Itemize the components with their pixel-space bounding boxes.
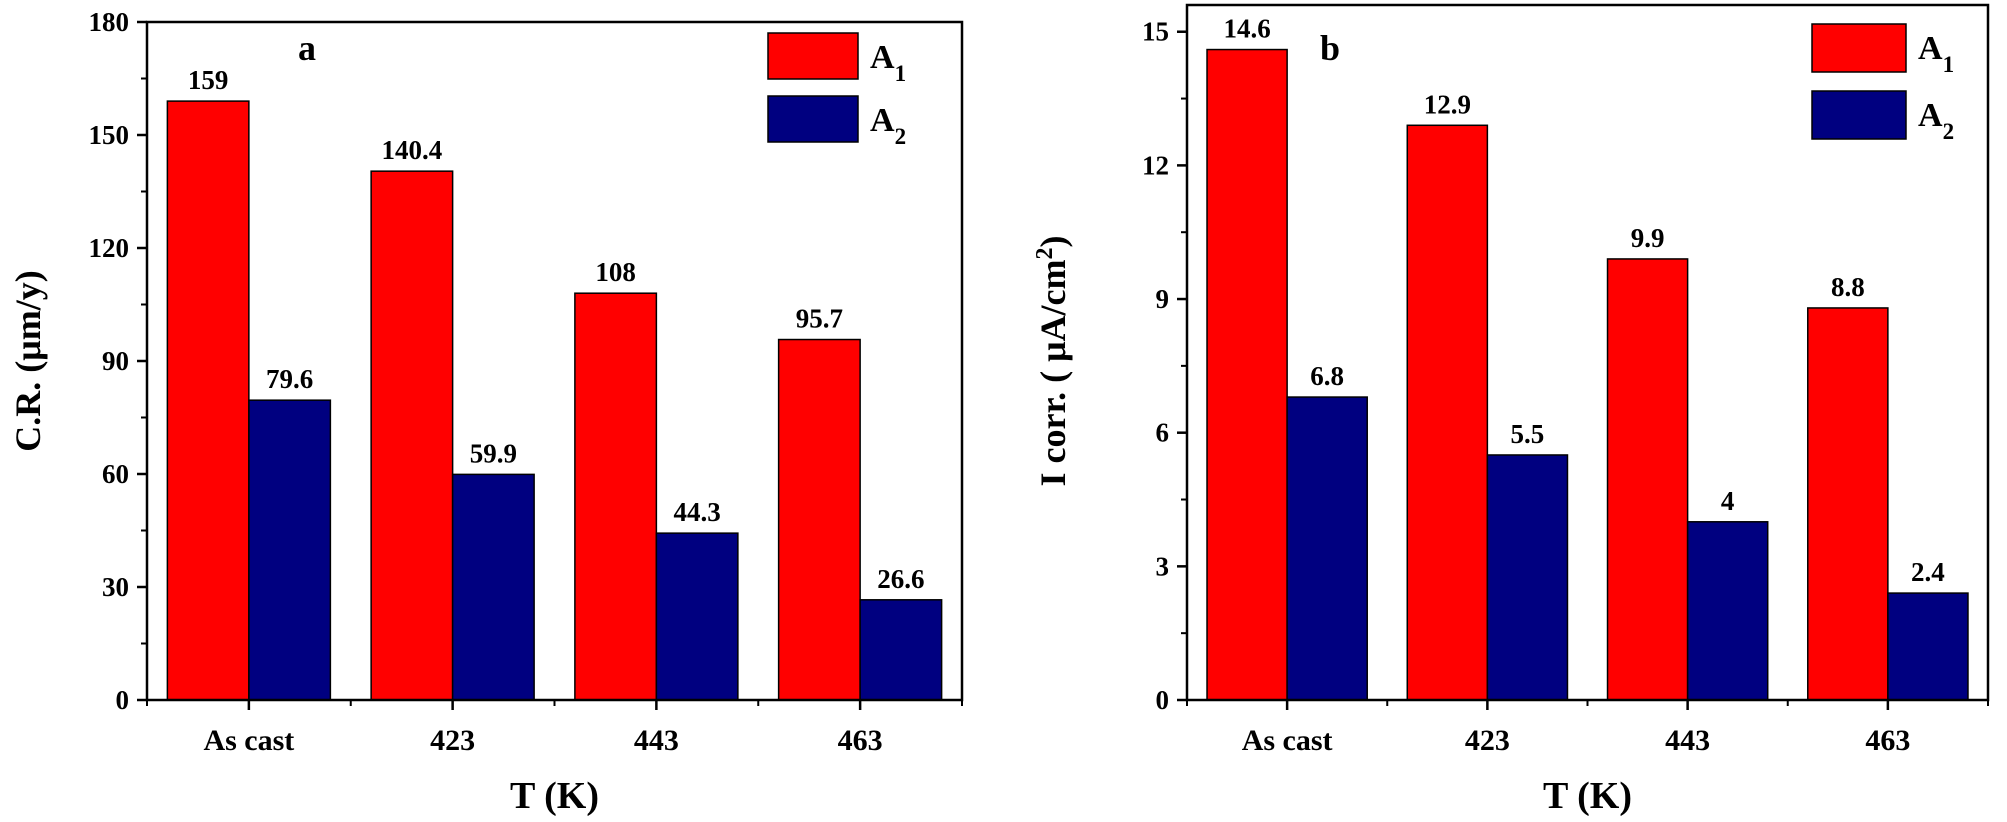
- x-tick-label-a-2: 443: [634, 724, 679, 757]
- data-label-a-s2-1: 59.9: [470, 438, 517, 468]
- bar-b-s1-3: [1807, 307, 1889, 701]
- bar-b-s1-0: [1206, 48, 1288, 701]
- bar-a-s2-1: [451, 473, 535, 701]
- y-tick-label-b-15: 15: [1142, 17, 1169, 47]
- chart-panel-a: 159 140.4 108 95.7 79.6 59.9 44.3 26.6 0 30 60 90 12…: [8, 7, 964, 817]
- legend-label-a-s2: A2: [870, 102, 906, 149]
- legend-label-b-s1: A1: [1918, 30, 1954, 77]
- data-label-a-s1-2: 108: [595, 257, 636, 287]
- data-label-b-s1-2: 9.9: [1631, 223, 1665, 253]
- bar-a-s1-2: [574, 292, 658, 701]
- chart-panel-b: 14.6 12.9 9.9 8.8 6.8 5.5 4 2.4 0 3 6 9 12 15 As cast 4…: [1032, 3, 1990, 817]
- x-tick-label-b-0: As cast: [1242, 724, 1333, 757]
- y-tick-label-a-0: 0: [116, 685, 130, 715]
- data-label-a-s2-2: 44.3: [674, 497, 721, 527]
- data-label-b-s1-3: 8.8: [1831, 272, 1865, 302]
- legend-swatch-a-s1: [767, 32, 859, 80]
- y-tick-label-a-30: 30: [102, 572, 129, 602]
- data-label-b-s2-3: 2.4: [1911, 557, 1945, 587]
- bar-b-s2-2: [1686, 521, 1769, 701]
- x-tick-label-a-1: 423: [430, 724, 475, 757]
- bar-a-s1-0: [166, 100, 250, 701]
- y-tick-label-a-120: 120: [89, 233, 130, 263]
- data-label-a-s1-1: 140.4: [382, 135, 443, 165]
- data-label-b-s1-1: 12.9: [1424, 89, 1471, 119]
- data-label-b-s1-0: 14.6: [1223, 14, 1270, 44]
- y-tick-label-a-180: 180: [89, 7, 130, 37]
- data-label-a-s2-0: 79.6: [266, 364, 313, 394]
- data-label-a-s2-3: 26.6: [877, 564, 924, 594]
- y-tick-label-a-60: 60: [102, 459, 129, 489]
- x-tick-label-b-1: 423: [1465, 724, 1510, 757]
- y-tick-label-b-0: 0: [1156, 685, 1170, 715]
- y-tick-label-b-6: 6: [1156, 418, 1170, 448]
- data-label-b-s2-1: 5.5: [1511, 419, 1545, 449]
- y-axis-title-a: C.R. (μm/y): [8, 270, 48, 451]
- bar-a-s1-1: [370, 170, 454, 701]
- bar-a-s2-3: [859, 599, 943, 701]
- legend-swatch-b-s1: [1811, 23, 1907, 73]
- y-tick-label-b-9: 9: [1156, 284, 1170, 314]
- y-tick-label-b-12: 12: [1142, 150, 1169, 180]
- x-tick-label-b-3: 463: [1865, 724, 1910, 757]
- panel-label-a: a: [298, 28, 316, 68]
- bar-b-s1-1: [1406, 124, 1489, 701]
- x-tick-label-b-2: 443: [1665, 724, 1710, 757]
- legend-label-a-s1: A1: [870, 39, 906, 86]
- bar-a-s2-0: [248, 399, 332, 701]
- legend-swatch-b-s2: [1811, 90, 1907, 140]
- x-axis-title-b: T (K): [1543, 775, 1632, 817]
- bar-b-s1-2: [1606, 258, 1689, 701]
- x-tick-label-a-3: 463: [838, 724, 883, 757]
- y-tick-label-a-150: 150: [89, 120, 130, 150]
- bar-b-s2-0: [1286, 396, 1368, 701]
- legend-swatch-a-s2: [767, 95, 859, 143]
- y-tick-label-b-3: 3: [1156, 551, 1170, 581]
- x-tick-label-a-0: As cast: [203, 724, 294, 757]
- bar-a-s1-3: [777, 338, 861, 701]
- data-label-b-s2-2: 4: [1721, 486, 1735, 516]
- x-axis-title-a: T (K): [510, 775, 599, 817]
- legend-label-b-s2: A2: [1918, 97, 1954, 144]
- bar-b-s2-3: [1887, 592, 1969, 701]
- y-tick-label-a-90: 90: [102, 346, 129, 376]
- y-axis-title-b: I corr. ( μA/cm2): [1032, 235, 1073, 486]
- data-label-a-s1-3: 95.7: [796, 304, 843, 334]
- panel-label-b: b: [1320, 28, 1340, 68]
- bar-a-s2-2: [655, 532, 739, 701]
- bar-b-s2-1: [1486, 454, 1569, 701]
- data-label-a-s1-0: 159: [188, 65, 229, 95]
- data-label-b-s2-0: 6.8: [1310, 361, 1344, 391]
